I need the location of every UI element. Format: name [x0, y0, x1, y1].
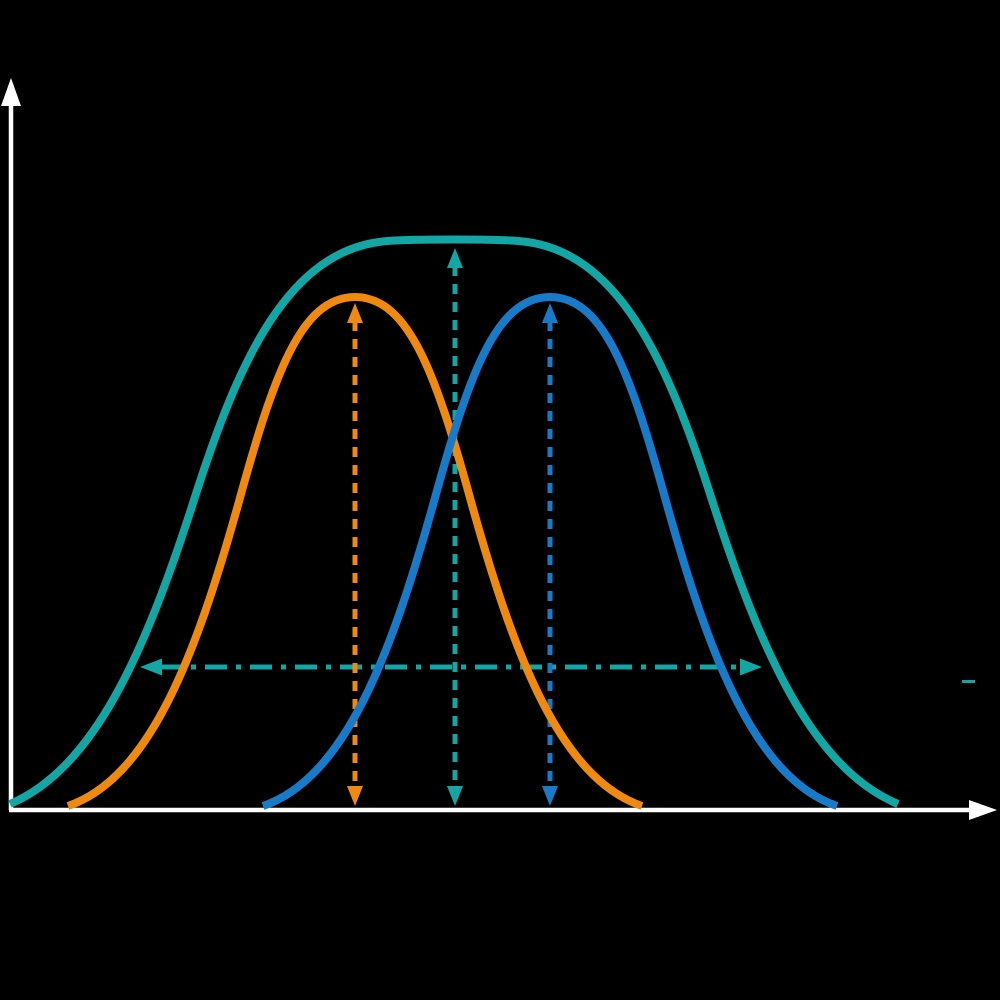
peak-height-arrow-combined-bottom-arrowhead	[447, 786, 463, 806]
y-axis-arrowhead	[1, 78, 21, 106]
component-distribution-1-curve	[66, 292, 644, 810]
peak-height-arrow-component-2-top-arrowhead	[542, 303, 558, 323]
legend-dash	[962, 680, 975, 683]
peak-height-arrow-component-1-top-arrowhead	[347, 303, 363, 323]
peak-height-arrow-combined-top-arrowhead	[447, 248, 463, 268]
peak-height-arrow-component-1-bottom-arrowhead	[347, 786, 363, 806]
peak-height-arrow-component-2-bottom-arrowhead	[542, 786, 558, 806]
x-axis-arrowhead	[969, 800, 997, 820]
combined-width-arrow-left-arrowhead	[140, 658, 162, 676]
combined-distribution-curve	[8, 235, 900, 808]
combined-width-arrow-right-arrowhead	[740, 658, 762, 676]
component-distribution-2-curve	[261, 292, 839, 810]
